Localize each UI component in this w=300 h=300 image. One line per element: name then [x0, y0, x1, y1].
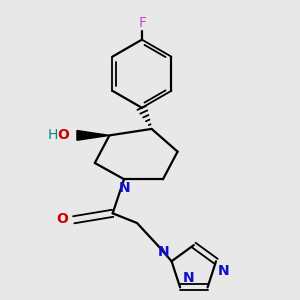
Text: N: N	[119, 181, 130, 195]
Text: O: O	[57, 128, 69, 142]
Text: H: H	[48, 128, 58, 142]
Text: F: F	[139, 16, 146, 30]
Polygon shape	[77, 130, 110, 140]
Text: N: N	[158, 245, 169, 259]
Text: N: N	[218, 264, 229, 278]
Text: O: O	[56, 212, 68, 226]
Text: N: N	[183, 271, 194, 285]
